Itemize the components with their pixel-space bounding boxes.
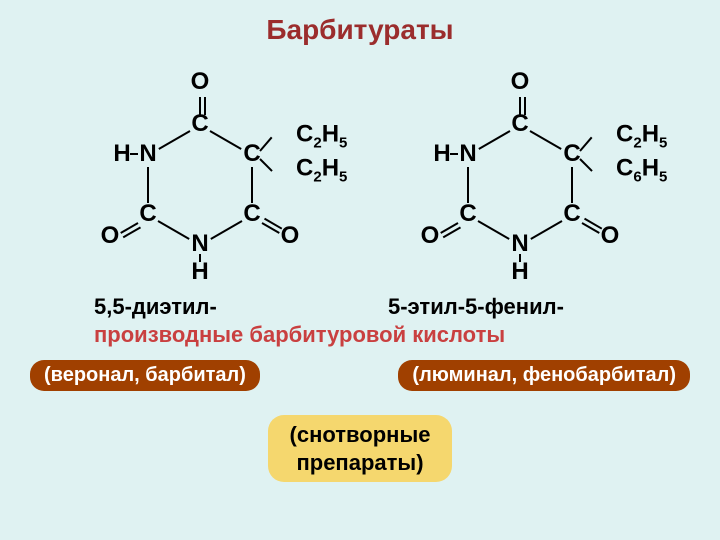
atom-H_nb: H <box>191 258 208 286</box>
atom-C2: C <box>139 200 156 228</box>
bond <box>478 130 510 150</box>
atom-H_nl: H <box>113 140 130 168</box>
structure-left: OCNHCCOCONHC2H5C2H5 <box>60 64 340 284</box>
atom-O_l: O <box>101 222 120 250</box>
atom-N_bot: N <box>511 230 528 258</box>
atom-N_left: N <box>459 140 476 168</box>
name-right: 5-этил-5-фенил- <box>364 294 670 320</box>
bond <box>571 167 573 203</box>
atom-C4: C <box>563 200 580 228</box>
atom-H_nb: H <box>511 258 528 286</box>
bond <box>467 167 469 203</box>
badge-right: (люминал, фенобарбитал) <box>398 360 690 391</box>
bottom-badge: (снотворные препараты) <box>268 415 453 482</box>
atom-C4: C <box>243 200 260 228</box>
bond <box>147 167 149 203</box>
bond <box>530 220 562 240</box>
atom-N_bot: N <box>191 230 208 258</box>
atom-C2: C <box>459 200 476 228</box>
badges-row: (веронал, барбитал) (люминал, фенобарбит… <box>0 360 720 391</box>
badge-left: (веронал, барбитал) <box>30 360 260 391</box>
atom-O_r: O <box>601 222 620 250</box>
bond <box>210 130 242 150</box>
bond <box>158 220 190 240</box>
names-row: 5,5-диэтил- 5-этил-5-фенил- <box>0 294 720 320</box>
atom-C_top: C <box>191 110 208 138</box>
derivatives-line: производные барбитуровой кислоты <box>0 322 720 348</box>
bond <box>478 220 510 240</box>
substituent: C6H5 <box>616 155 667 186</box>
atom-C_top: C <box>511 110 528 138</box>
bond <box>582 222 600 234</box>
structure-right: OCNHCCOCONHC2H5C6H5 <box>380 64 660 284</box>
substituent: C2H5 <box>296 155 347 186</box>
bond <box>120 222 138 234</box>
bond <box>262 222 280 234</box>
atom-N_left: N <box>139 140 156 168</box>
name-left: 5,5-диэтил- <box>50 294 364 320</box>
bottom-line1: (снотворные <box>290 422 431 447</box>
bottom-line2: препараты) <box>296 450 423 475</box>
bond <box>210 220 242 240</box>
bond <box>530 130 562 150</box>
substituent: C2H5 <box>616 121 667 152</box>
bond <box>251 167 253 203</box>
atom-O_r: O <box>281 222 300 250</box>
atom-O_l: O <box>421 222 440 250</box>
bond <box>158 130 190 150</box>
page-title: Барбитураты <box>0 0 720 46</box>
structures-row: OCNHCCOCONHC2H5C2H5 OCNHCCOCONHC2H5C6H5 <box>0 64 720 284</box>
atom-O_top: O <box>191 68 210 96</box>
atom-C5: C <box>563 140 580 168</box>
atom-H_nl: H <box>433 140 450 168</box>
atom-O_top: O <box>511 68 530 96</box>
atom-C5: C <box>243 140 260 168</box>
bond <box>440 222 458 234</box>
substituent: C2H5 <box>296 121 347 152</box>
